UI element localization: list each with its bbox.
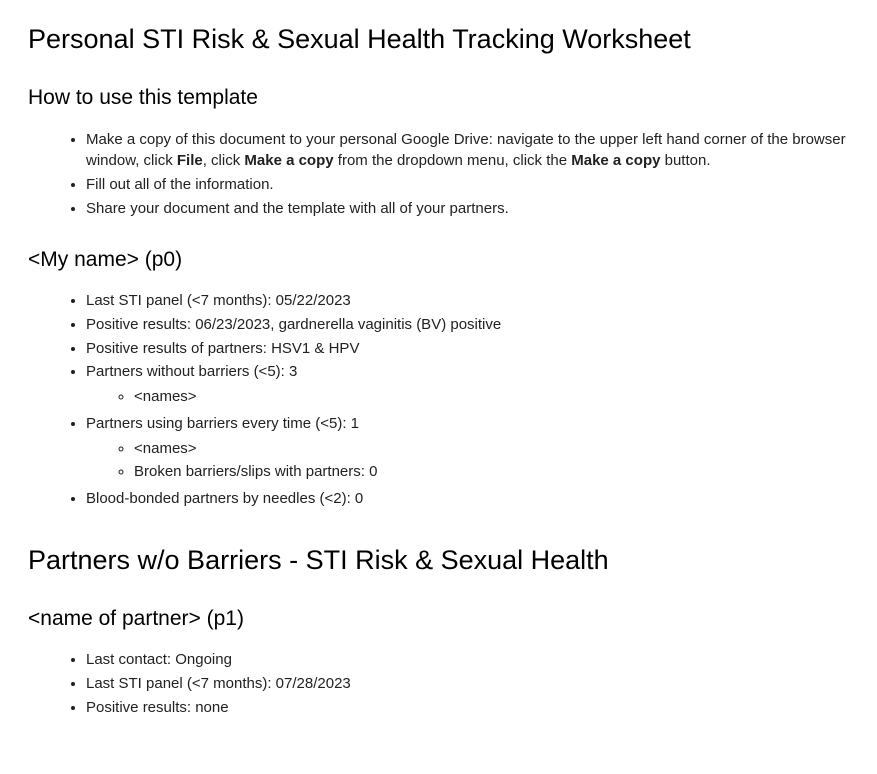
p0-partners-barriers: Partners using barriers every time (<5):… <box>86 415 359 432</box>
howto-list: Make a copy of this document to your per… <box>28 128 849 221</box>
p0-heading: <My name> (p0) <box>28 245 849 275</box>
p1-list: Last contact: Ongoing Last STI panel (<7… <box>28 648 849 719</box>
list-item: Fill out all of the information. <box>86 173 849 197</box>
list-item: Broken barriers/slips with partners: 0 <box>134 460 849 484</box>
list-item: Positive results of partners: HSV1 & HPV <box>86 337 849 361</box>
list-item: Partners without barriers (<5): 3 <names… <box>86 360 849 412</box>
p1-heading: <name of partner> (p1) <box>28 604 849 634</box>
p0-partners-no-barriers: Partners without barriers (<5): 3 <box>86 363 297 380</box>
p0-list: Last STI panel (<7 months): 05/22/2023 P… <box>28 289 849 511</box>
howto-item1-b1: File <box>177 152 203 169</box>
list-item: <names> <box>134 385 849 409</box>
howto-item1-b3: Make a copy <box>571 152 660 169</box>
list-item: Last STI panel (<7 months): 05/22/2023 <box>86 289 849 313</box>
howto-item1-mid1: , click <box>203 152 245 169</box>
howto-item1-post: button. <box>660 152 710 169</box>
sublist: <names> <box>86 385 849 409</box>
list-item: Positive results: none <box>86 696 849 720</box>
list-item: Positive results: 06/23/2023, gardnerell… <box>86 313 849 337</box>
list-item: <names> <box>134 437 849 461</box>
howto-item1-mid2: from the dropdown menu, click the <box>334 152 572 169</box>
list-item: Last STI panel (<7 months): 07/28/2023 <box>86 672 849 696</box>
list-item: Make a copy of this document to your per… <box>86 128 849 174</box>
list-item: Partners using barriers every time (<5):… <box>86 412 849 487</box>
list-item: Last contact: Ongoing <box>86 648 849 672</box>
partners-section-title: Partners w/o Barriers - STI Risk & Sexua… <box>28 541 849 580</box>
howto-item1-b2: Make a copy <box>244 152 333 169</box>
list-item: Share your document and the template wit… <box>86 197 849 221</box>
sublist: <names> Broken barriers/slips with partn… <box>86 437 849 485</box>
howto-heading: How to use this template <box>28 83 849 113</box>
list-item: Blood-bonded partners by needles (<2): 0 <box>86 487 849 511</box>
document-title: Personal STI Risk & Sexual Health Tracki… <box>28 20 849 59</box>
